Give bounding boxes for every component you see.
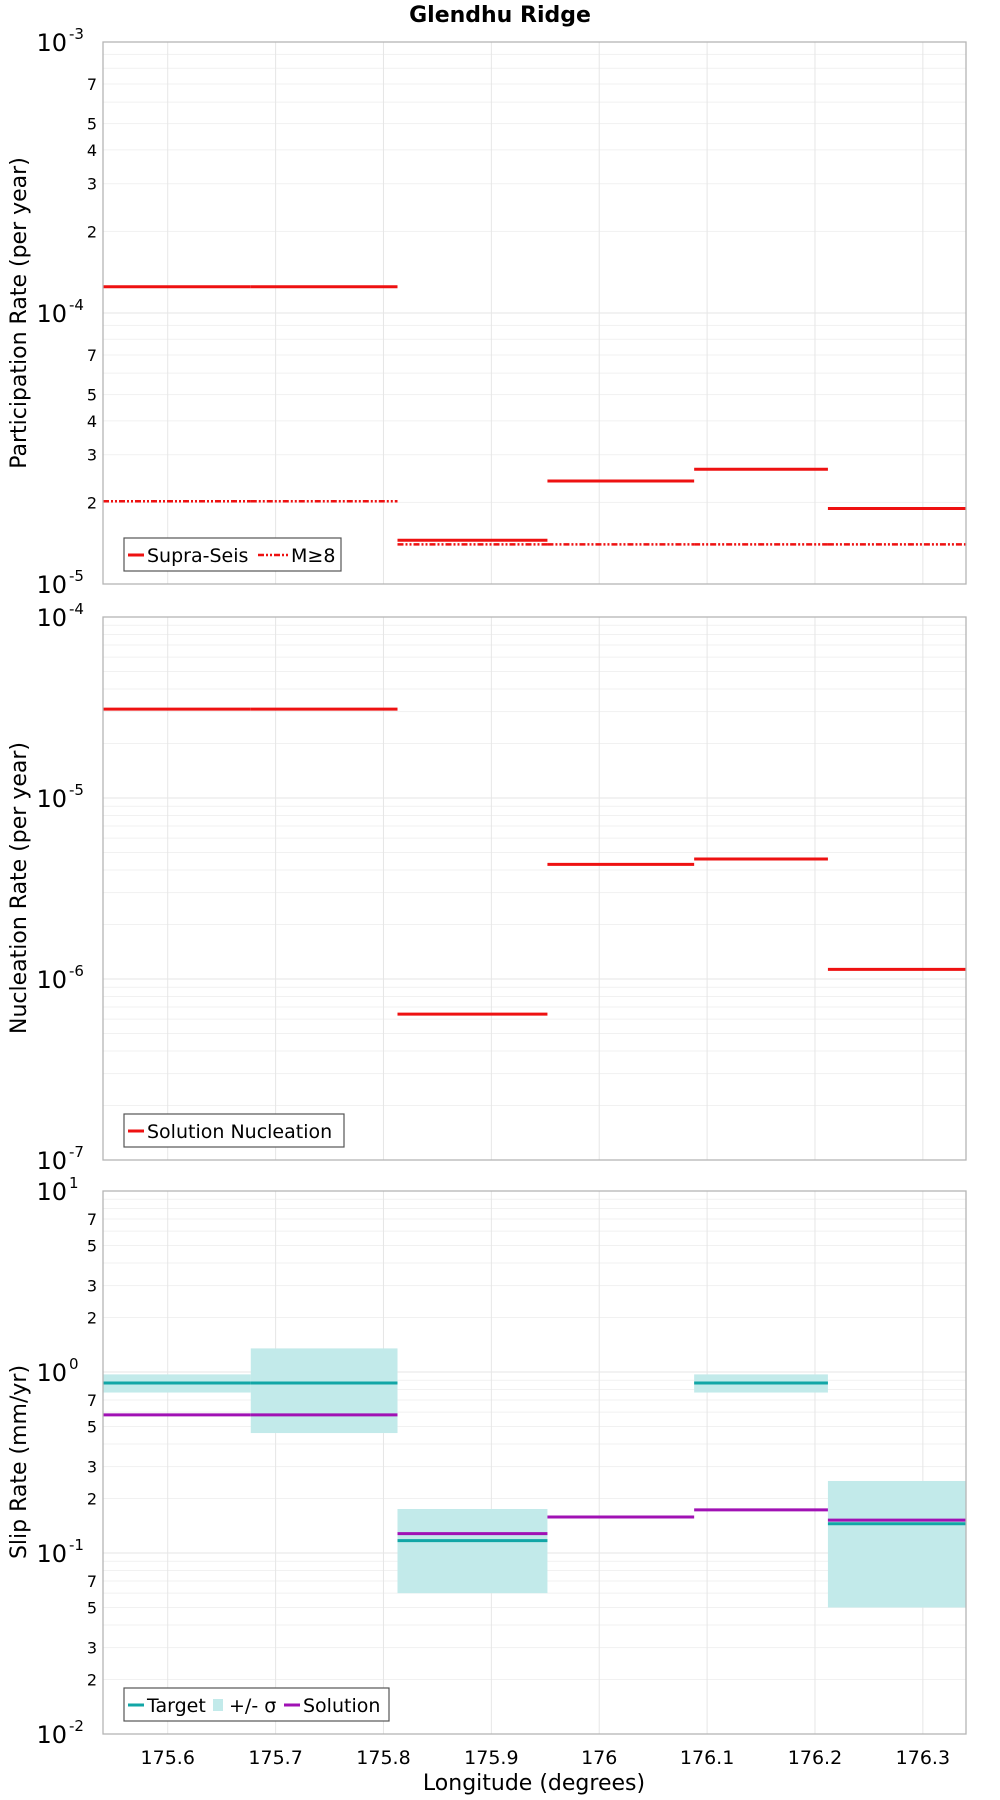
- chart-title: Glendhu Ridge: [409, 3, 591, 28]
- participation-ytick-label: 10: [36, 571, 67, 599]
- slip-rate-ytick-label: 10: [36, 1359, 67, 1387]
- participation-ytick-minor-label: 4: [87, 141, 97, 160]
- participation-ylabel: Participation Rate (per year): [7, 157, 32, 469]
- slip-rate-ylabel: Slip Rate (mm/yr): [7, 1365, 32, 1559]
- nucleation-ylabel: Nucleation Rate (per year): [7, 742, 32, 1034]
- participation-legend: Supra-Seis M≥8: [123, 537, 342, 572]
- slip-rate-ytick-minor-label: 3: [87, 1277, 97, 1296]
- legend-supra-seis-label: Supra-Seis: [147, 545, 248, 567]
- participation-plot-frame: [102, 41, 967, 585]
- slip-rate-plot-frame: [102, 1190, 967, 1735]
- nucleation-ytick-label: 10: [36, 604, 67, 632]
- legend-sigma-swatch: [213, 1699, 223, 1711]
- slip-rate-ytick-minor-label: 7: [87, 1572, 97, 1591]
- participation-ytick-minor-label: 4: [87, 412, 97, 431]
- xtick-label: 175.7: [248, 1747, 302, 1769]
- participation-ytick-minor-label: 5: [87, 386, 97, 405]
- legend-sigma-label: +/- σ: [229, 1695, 276, 1717]
- slip-rate-ytick-minor-label: 2: [87, 1490, 97, 1509]
- participation-ytick-minor-label: 2: [87, 222, 97, 241]
- legend-target-label: Target: [146, 1695, 206, 1717]
- participation-ytick-minor-label: 3: [87, 446, 97, 465]
- xtick-label: 176.1: [680, 1747, 734, 1769]
- slip-rate-ytick-minor-label: 7: [87, 1391, 97, 1410]
- slip-rate-ytick-minor-label: 3: [87, 1639, 97, 1658]
- slip-rate-ytick-minor-label: 3: [87, 1458, 97, 1477]
- slip-rate-ytick-label: 10: [36, 1178, 67, 1206]
- legend-m8-label: M≥8: [291, 545, 335, 567]
- participation-ytick-label: 10: [36, 300, 67, 328]
- participation-ytick-minor-label: 7: [87, 346, 97, 365]
- sigma-band: [397, 1509, 548, 1594]
- slip-rate-ytick-exponent: 0: [69, 1355, 79, 1373]
- slip-rate-ytick-minor-label: 7: [87, 1210, 97, 1229]
- xtick-label: 176.2: [788, 1747, 842, 1769]
- participation-ytick-exponent: -4: [69, 296, 84, 314]
- nucleation-plot-frame: [102, 616, 967, 1161]
- participation-ytick-minor-label: 5: [87, 115, 97, 134]
- x-axis-label: Longitude (degrees): [423, 1771, 645, 1796]
- xtick-label: 175.6: [141, 1747, 195, 1769]
- participation-ytick-minor-label: 7: [87, 75, 97, 94]
- nucleation-panel: 10-710-610-510-4 Nucleation Rate (per ye…: [7, 600, 967, 1175]
- nucleation-ytick-exponent: -6: [69, 962, 84, 980]
- slip-rate-ytick-minor-label: 2: [87, 1671, 97, 1690]
- nucleation-ytick-exponent: -7: [69, 1143, 84, 1161]
- xtick-label: 175.9: [464, 1747, 518, 1769]
- nucleation-ytick-exponent: -5: [69, 781, 84, 799]
- slip-rate-ytick-minor-label: 5: [87, 1417, 97, 1436]
- participation-ytick-minor-label: 2: [87, 493, 97, 512]
- participation-ytick-minor-label: 3: [87, 175, 97, 194]
- nucleation-ytick-label: 10: [36, 1147, 67, 1175]
- slip-rate-ytick-minor-label: 5: [87, 1236, 97, 1255]
- slip-rate-ytick-minor-label: 5: [87, 1598, 97, 1617]
- xtick-label: 176: [581, 1747, 617, 1769]
- legend-solution-label: Solution: [303, 1695, 380, 1717]
- slip-rate-ytick-label: 10: [36, 1540, 67, 1568]
- slip-rate-ytick-exponent: -1: [69, 1536, 84, 1554]
- participation-ytick-label: 10: [36, 29, 67, 57]
- slip-rate-ytick-label: 10: [36, 1721, 67, 1749]
- participation-ytick-exponent: -5: [69, 567, 84, 585]
- nucleation-ytick-exponent: -4: [69, 600, 84, 618]
- sigma-band: [250, 1348, 398, 1434]
- participation-ytick-exponent: -3: [69, 25, 84, 43]
- sigma-band: [827, 1480, 966, 1608]
- nucleation-ytick-label: 10: [36, 966, 67, 994]
- xtick-label: 175.8: [356, 1747, 410, 1769]
- slip-rate-legend: Target +/- σ Solution: [123, 1687, 390, 1722]
- legend-solution-nucleation-label: Solution Nucleation: [147, 1121, 332, 1143]
- nucleation-legend: Solution Nucleation: [123, 1113, 345, 1148]
- nucleation-ytick-label: 10: [36, 785, 67, 813]
- slip-rate-ytick-exponent: 1: [69, 1174, 79, 1192]
- slip-rate-ytick-exponent: -2: [69, 1717, 84, 1735]
- xtick-label: 176.3: [896, 1747, 950, 1769]
- slip-rate-ytick-minor-label: 2: [87, 1309, 97, 1328]
